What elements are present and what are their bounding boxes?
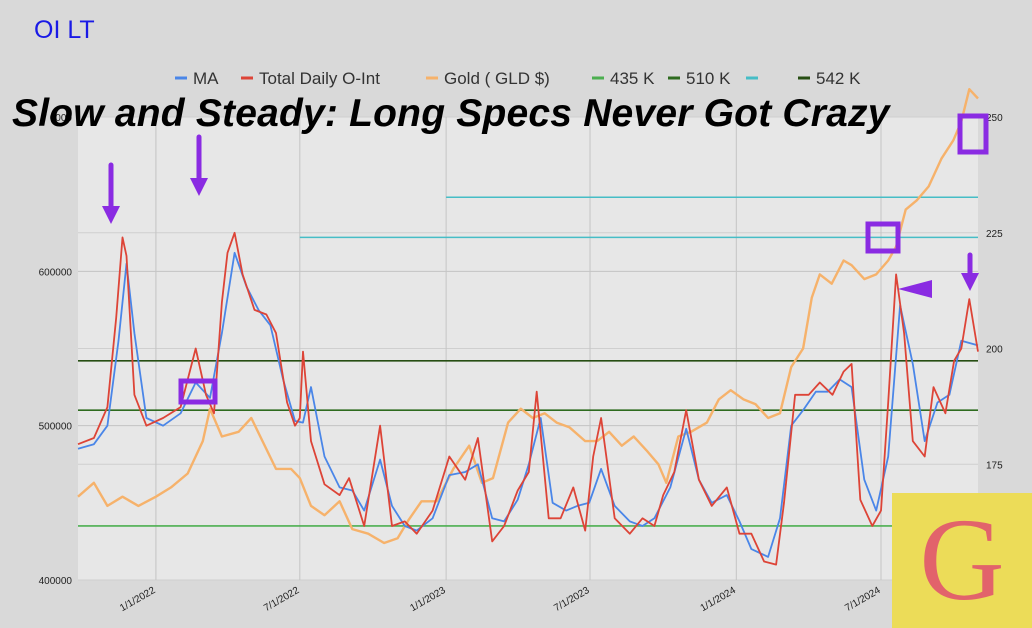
- arrow-left-head: [898, 280, 932, 298]
- left-tick-label: 400000: [39, 576, 73, 587]
- chart-tag: OI LT: [34, 16, 95, 44]
- series-lines: [77, 88, 979, 566]
- legend-label: 435 K: [610, 69, 655, 88]
- highlight-box: [957, 113, 989, 155]
- arrow-head: [961, 273, 979, 291]
- brand-logo: G: [892, 493, 1032, 628]
- annotations: [102, 113, 989, 405]
- arrow-head: [102, 206, 120, 224]
- right-tick-label: 225: [986, 229, 1003, 240]
- arrow-head: [190, 178, 208, 196]
- highlight-box: [865, 221, 901, 254]
- legend-label: MA: [193, 69, 219, 88]
- series-line: [77, 88, 979, 545]
- right-tick-label: 250: [986, 113, 1003, 124]
- legend: MA Total Daily O-Int Gold ( GLD $) 435 K 510…: [175, 69, 861, 88]
- left-tick-label: 600000: [39, 267, 73, 278]
- highlight-box: [178, 378, 218, 405]
- right-tick-label: 200: [986, 345, 1003, 356]
- logo-letter: G: [919, 494, 1005, 625]
- legend-label: 542 K: [816, 69, 861, 88]
- legend-label: Total Daily O-Int: [259, 69, 380, 88]
- left-tick-label: 500000: [39, 422, 73, 433]
- legend-label: Gold ( GLD $): [444, 69, 550, 88]
- chart-headline: Slow and Steady: Long Specs Never Got Cr…: [12, 92, 890, 135]
- reference-lines: [78, 196, 978, 527]
- right-tick-label: 175: [986, 460, 1003, 471]
- legend-label: 510 K: [686, 69, 731, 88]
- gridlines: [78, 116, 978, 581]
- left-tick-label: 7 0000: [41, 113, 72, 124]
- series-line: [77, 231, 979, 566]
